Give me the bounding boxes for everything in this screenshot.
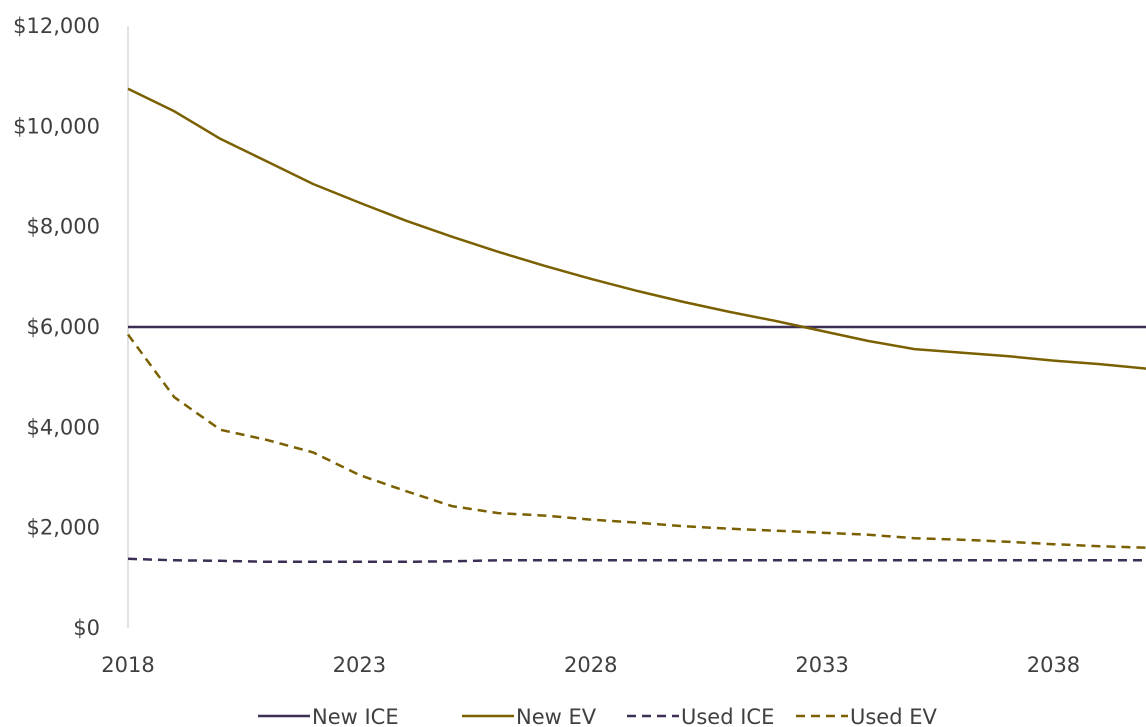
y-tick-label: $6,000 — [27, 315, 100, 339]
x-axis-tick-labels: 2018 2023 2028 2033 2038 — [101, 653, 1080, 677]
series-line-new-ev — [127, 87, 1146, 370]
legend-label: Used EV — [850, 705, 938, 727]
legend-label: New EV — [516, 705, 597, 727]
y-tick-label: $10,000 — [13, 114, 100, 138]
x-tick-label: 2023 — [333, 653, 386, 677]
legend-label: New ICE — [312, 705, 399, 727]
y-tick-label: $2,000 — [27, 516, 100, 540]
x-tick-label: 2038 — [1027, 653, 1080, 677]
legend-label: Used ICE — [681, 705, 774, 727]
legend-item-used-ev: Used EV — [796, 705, 938, 727]
series-lines — [126, 87, 1146, 564]
x-tick-label: 2018 — [101, 653, 154, 677]
x-tick-label: 2033 — [795, 653, 848, 677]
legend-item-used-ice: Used ICE — [627, 705, 774, 727]
legend-item-new-ice: New ICE — [258, 705, 399, 727]
y-tick-label: $12,000 — [13, 14, 100, 38]
legend: New ICE New EV Used ICE Used EV — [258, 705, 938, 727]
y-axis-tick-labels: $0 $2,000 $4,000 $6,000 $8,000 $10,000 $12,000 — [13, 14, 100, 640]
y-tick-label: $0 — [73, 616, 100, 640]
legend-item-new-ev: New EV — [462, 705, 597, 727]
series-line-used-ice — [127, 557, 1146, 564]
x-tick-label: 2028 — [564, 653, 617, 677]
y-tick-label: $8,000 — [27, 215, 100, 239]
y-tick-label: $4,000 — [27, 415, 100, 439]
series-line-used-ev — [126, 333, 1146, 549]
